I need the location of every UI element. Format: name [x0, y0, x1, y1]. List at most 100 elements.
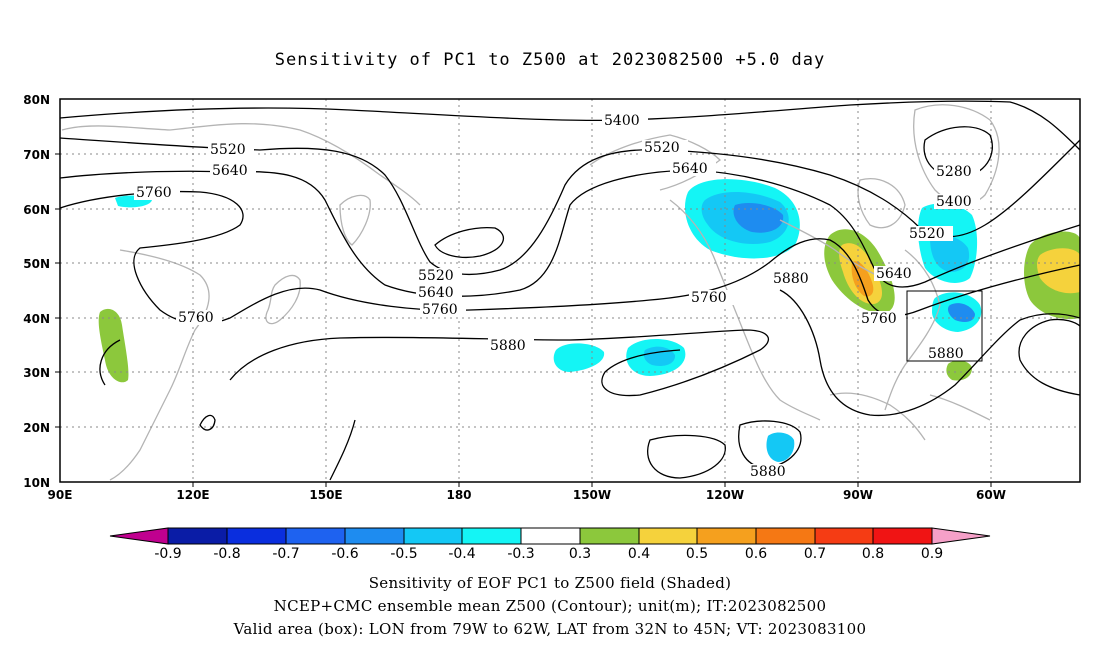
contour-label-5640: 5640 — [212, 163, 248, 179]
caption-valid-area: Valid area (box): LON from 79W to 62W, L… — [233, 620, 867, 638]
lon-tick-labels: 90E 120E 150E 180 150W 120W 90W 60W — [48, 488, 1006, 502]
colorbar-label: 0.9 — [921, 546, 943, 562]
axis-ticks — [55, 153, 992, 487]
lon-tick-label: 180 — [446, 488, 471, 502]
contour-5880-hawaii — [647, 434, 726, 479]
contour-5520-low — [434, 226, 505, 259]
colorbar-neg-arrow — [109, 527, 169, 545]
lat-tick-label: 40N — [23, 312, 50, 326]
colorbar-label: -0.8 — [213, 546, 240, 562]
colorbar-label: 0.5 — [686, 546, 708, 562]
colorbar-label: 0.3 — [569, 546, 591, 562]
lat-tick-label: 50N — [23, 257, 50, 271]
coast-na-east — [884, 249, 941, 411]
colorbar-label: -0.4 — [448, 546, 475, 562]
colorbar-bin — [167, 527, 228, 545]
contour-5880-east — [779, 289, 1081, 417]
lat-tick-label: 10N — [23, 476, 50, 490]
lon-tick-label: 120E — [176, 488, 209, 502]
contour-label-5520: 5520 — [210, 142, 246, 158]
lon-tick-label: 150W — [573, 488, 611, 502]
coast-caribbean — [929, 394, 991, 421]
lat-tick-label: 70N — [23, 148, 50, 162]
colorbar-label: 0.7 — [804, 546, 826, 562]
contour-label-5880: 5880 — [773, 271, 809, 287]
contour-5400 — [59, 100, 1081, 151]
contour-label-5760: 5760 — [422, 302, 458, 318]
colorbar-bin — [814, 527, 874, 545]
colorbar-bin — [520, 527, 581, 545]
colorbar-bin — [403, 527, 463, 545]
contour-label-5880: 5880 — [490, 338, 526, 354]
colorbar-label: -0.5 — [390, 546, 417, 562]
colorbar — [109, 527, 991, 545]
coast-na-interior — [779, 219, 891, 283]
shade-pos-asia — [98, 308, 129, 383]
lon-tick-label: 90W — [843, 488, 873, 502]
coast-kamchatka — [339, 194, 371, 246]
contour-atlantic-high — [1018, 318, 1081, 396]
coast-gulf — [829, 392, 926, 441]
colorbar-bin — [344, 527, 405, 545]
coast-japan — [265, 274, 301, 325]
contour-label-5520: 5520 — [418, 268, 454, 284]
contour-label-5760: 5760 — [861, 311, 897, 327]
coast-alaska — [589, 134, 721, 191]
shade-neg-box-core — [947, 303, 975, 322]
shaded-regions — [98, 179, 1080, 462]
coast-greenland — [913, 104, 1000, 205]
lat-tick-label: 20N — [23, 421, 50, 435]
shade-neg-nepac-core2 — [733, 203, 784, 233]
contour-label-5520: 5520 — [909, 226, 945, 242]
shade-neg-ecanada-core — [930, 235, 970, 272]
coast-asia-east — [109, 249, 210, 481]
colorbar-label: 0.6 — [745, 546, 767, 562]
lon-tick-label: 90E — [48, 488, 73, 502]
colorbar-label: 0.4 — [628, 546, 650, 562]
contour-label-5880: 5880 — [750, 464, 786, 480]
lon-tick-label: 60W — [976, 488, 1006, 502]
colorbar-bin — [872, 527, 933, 545]
contour-5880-hawaii2 — [738, 420, 802, 469]
colorbar-bin — [696, 527, 757, 545]
colorbar-labels: -0.9 -0.8 -0.7 -0.6 -0.5 -0.4 -0.3 0.3 0… — [154, 546, 943, 562]
contour-label-5400: 5400 — [604, 113, 640, 129]
shade-neg-pac1 — [553, 343, 605, 372]
colorbar-label: -0.6 — [331, 546, 358, 562]
colorbar-label: -0.3 — [507, 546, 534, 562]
contour-asia-low — [99, 339, 121, 386]
contour-label-5520: 5520 — [644, 140, 680, 156]
contour-5760 — [59, 190, 1081, 325]
shade-pos-gulf — [946, 360, 972, 381]
contour-5280 — [923, 126, 993, 179]
contour-labels: 5400 5520 5640 5760 5520 5640 5760 5880 … — [134, 113, 980, 480]
caption-contour: NCEP+CMC ensemble mean Z500 (Contour); u… — [273, 597, 827, 615]
colorbar-pos-arrow — [931, 527, 991, 545]
lat-tick-label: 80N — [23, 93, 50, 107]
valid-area-box — [906, 290, 983, 362]
contour-label-5640: 5640 — [418, 285, 454, 301]
lat-tick-label: 30N — [23, 366, 50, 380]
caption-shaded: Sensitivity of EOF PC1 to Z500 field (Sh… — [368, 574, 732, 592]
map-title: Sensitivity of PC1 to Z500 at 2023082500… — [274, 50, 826, 70]
contour-label-5280: 5280 — [936, 164, 972, 180]
shade-pos-atlantic-core — [1037, 248, 1080, 294]
colorbar-label: 0.8 — [862, 546, 884, 562]
colorbar-bin — [579, 527, 640, 545]
map-frame — [59, 98, 1081, 483]
contour-5880-pac — [229, 329, 770, 397]
lon-tick-label: 150E — [309, 488, 342, 502]
contour-label-5640: 5640 — [876, 266, 912, 282]
lon-tick-label: 120W — [706, 488, 744, 502]
colorbar-bin — [226, 527, 287, 545]
coastlines — [61, 104, 1000, 481]
contour-label-5880: 5880 — [928, 346, 964, 362]
colorbar-label: -0.7 — [272, 546, 299, 562]
coast-na-west — [669, 199, 821, 421]
contour-label-5400: 5400 — [936, 194, 972, 210]
lat-tick-labels: 80N 70N 60N 50N 40N 30N 20N 10N — [23, 93, 50, 490]
shade-neg-hawaii — [766, 432, 795, 462]
contour-label-5760: 5760 — [691, 290, 727, 306]
colorbar-bin — [755, 527, 816, 545]
contour-5880-sw — [329, 419, 356, 481]
